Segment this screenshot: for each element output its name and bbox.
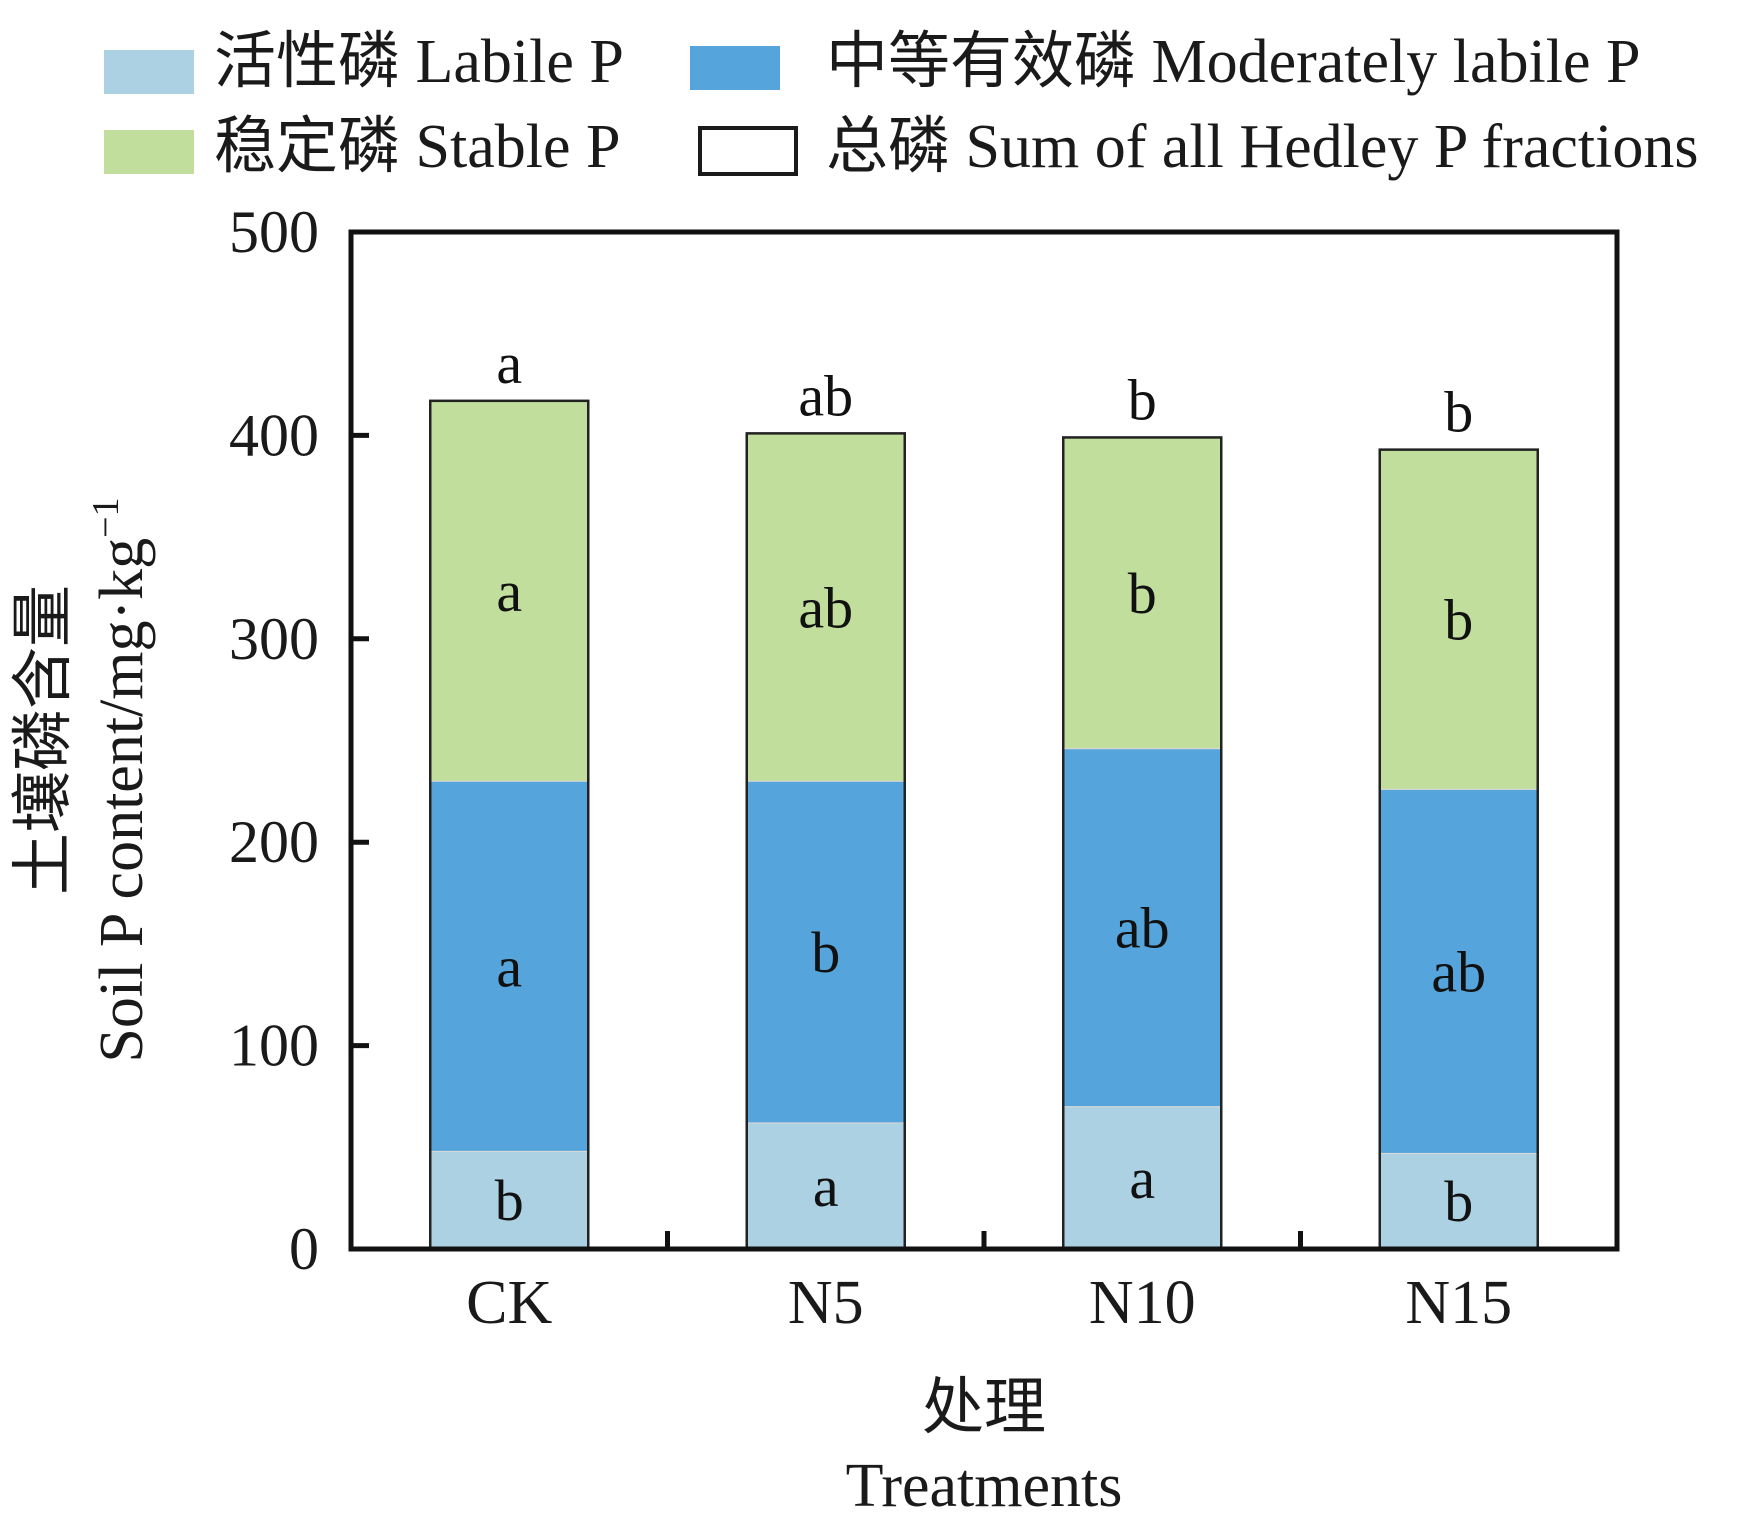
y-axis-title-en-sup: −1	[85, 497, 127, 537]
x-tick-label-n10: N10	[1089, 1269, 1196, 1337]
legend-swatch-moderately-labile	[690, 46, 780, 90]
x-tick-label-n15: N15	[1405, 1269, 1512, 1337]
y-tick-label-0: 0	[289, 1216, 319, 1282]
sig-label-n15-1: ab	[1431, 939, 1486, 1004]
x-tick-label-ck: CK	[466, 1269, 552, 1337]
sig-label-n10-2: b	[1128, 561, 1157, 626]
bar-segment-ck-0	[429, 1150, 589, 1250]
x-axis-title-en: Treatments	[846, 1452, 1123, 1513]
legend-swatch-stable	[104, 130, 194, 174]
y-axis-title-cn: 土壤磷含量	[10, 585, 78, 895]
axis-layer: CK N5 N10 N15 0 100 200 300 400 500	[229, 199, 1512, 1337]
sig-label-ck-0: b	[495, 1168, 524, 1233]
total-sig-label-n15: b	[1444, 380, 1473, 445]
x-axis-title-cn: 处理	[922, 1374, 1046, 1442]
legend-label-total: 总磷 Sum of all Hedley P fractions	[826, 113, 1698, 181]
sig-label-n15-2: b	[1444, 587, 1473, 652]
sig-label-n5-0: a	[813, 1154, 839, 1219]
bar-segment-n10-1	[1062, 748, 1222, 1108]
bar-segment-n15-2	[1379, 449, 1539, 790]
sig-label-ck-2: a	[496, 559, 522, 624]
y-axis-title-en-main: Soil P content/mg·kg	[88, 538, 156, 1063]
sig-label-n5-2: ab	[798, 575, 853, 640]
legend-swatch-total	[698, 126, 798, 176]
bar-segment-ck-1	[429, 780, 589, 1152]
y-tick-label-300: 300	[229, 606, 319, 672]
total-sig-label-n5: ab	[798, 363, 853, 428]
total-sig-label-n10: b	[1128, 367, 1157, 432]
sig-label-ck-1: a	[496, 934, 522, 999]
sig-label-n5-1: b	[811, 920, 840, 985]
bar-segment-n10-2	[1062, 436, 1222, 750]
sig-label-n10-0: a	[1129, 1146, 1155, 1211]
total-sig-label-ck: a	[496, 331, 522, 396]
y-tick-label-500: 500	[229, 199, 319, 265]
bar-segment-n5-2	[746, 432, 906, 782]
y-axis-title-en: Soil P content/mg·kg−1	[85, 497, 156, 1062]
legend-swatch-labile	[104, 50, 194, 94]
bar-segment-n5-1	[746, 780, 906, 1124]
legend-label-moderately-labile: 中等有效磷 Moderately labile P	[826, 28, 1640, 96]
y-axis-title: 土壤磷含量 Soil P content/mg·kg−1	[10, 497, 156, 1062]
x-axis-title: 处理 Treatments	[846, 1374, 1123, 1513]
legend-label-labile: 活性磷 Labile P	[214, 28, 624, 96]
legend-label-stable: 稳定磷 Stable P	[214, 113, 620, 181]
sig-label-n10-1: ab	[1115, 896, 1170, 961]
y-tick-label-400: 400	[229, 402, 319, 468]
y-tick-label-100: 100	[229, 1013, 319, 1079]
sig-label-n15-0: b	[1444, 1169, 1473, 1234]
legend: 活性磷 Labile P 中等有效磷 Moderately labile P 稳…	[104, 28, 1698, 181]
bar-segment-n10-0	[1062, 1106, 1222, 1250]
y-tick-label-200: 200	[229, 809, 319, 875]
x-tick-label-n5: N5	[788, 1269, 864, 1337]
